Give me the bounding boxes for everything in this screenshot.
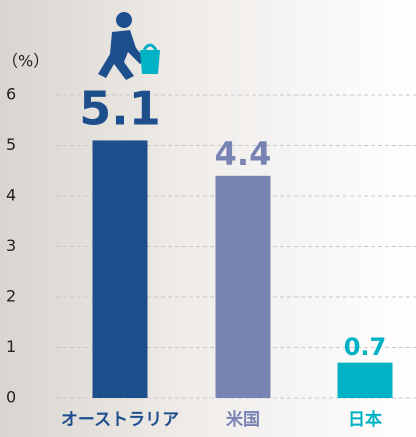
y-tick-label: 4 bbox=[6, 186, 16, 205]
x-tick-label: 米国 bbox=[226, 409, 260, 430]
y-tick-label: 2 bbox=[6, 287, 16, 306]
value-label: 0.7 bbox=[344, 333, 387, 361]
x-tick-label: 日本 bbox=[348, 409, 382, 430]
x-tick-label: オーストラリア bbox=[61, 410, 179, 430]
y-tick-label: 5 bbox=[6, 135, 16, 154]
bar bbox=[337, 362, 393, 398]
bar bbox=[92, 140, 148, 398]
value-label: 4.4 bbox=[215, 135, 272, 173]
value-label: 5.1 bbox=[79, 81, 161, 135]
y-tick-label: 0 bbox=[6, 388, 16, 407]
y-axis-label: （%） bbox=[2, 52, 49, 71]
shopper-icon bbox=[98, 12, 160, 80]
bar bbox=[215, 175, 271, 398]
y-tick-label: 6 bbox=[6, 85, 16, 104]
y-tick-label: 1 bbox=[6, 337, 16, 356]
y-tick-label: 3 bbox=[6, 236, 16, 255]
